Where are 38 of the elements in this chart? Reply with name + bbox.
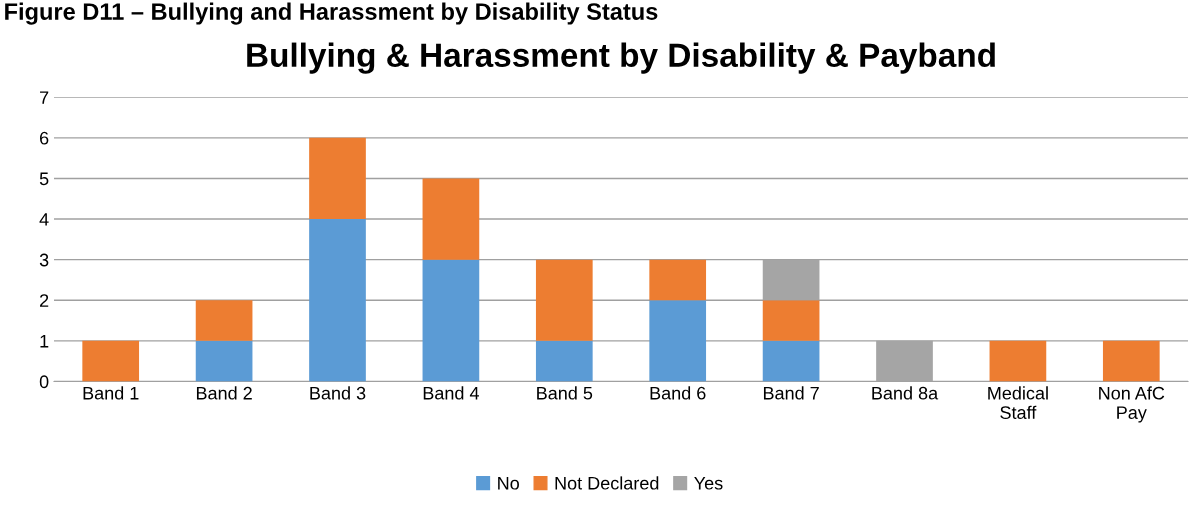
x-tick-label: Band 6 <box>650 386 706 400</box>
bar <box>82 340 140 382</box>
bar <box>309 219 366 382</box>
x-tick-label: Band 3 <box>310 386 366 400</box>
legend-label: No <box>498 477 519 490</box>
bar <box>1102 340 1160 382</box>
x-tick-label: Medical Staff <box>988 386 1048 420</box>
x-tick-label: Band 5 <box>537 386 593 400</box>
bar <box>762 340 820 382</box>
y-tick-label: 6 <box>40 131 49 145</box>
bar <box>989 340 1047 382</box>
x-tick-label: Band 2 <box>196 386 252 400</box>
y-tick-label: 4 <box>39 213 49 226</box>
bar <box>195 340 253 382</box>
y-tick-label: 7 <box>40 91 49 104</box>
x-tick-label: Band 1 <box>83 386 139 400</box>
legend-label: Not Declared <box>555 476 659 490</box>
x-tick-label: Band 4 <box>423 386 479 400</box>
y-tick-label: 5 <box>39 172 49 186</box>
bar <box>535 259 593 341</box>
bar <box>309 137 366 220</box>
bar <box>422 178 480 260</box>
legend-label: Yes <box>694 477 723 490</box>
caption: Figure D11 – Bullying and Harassment by Disability Status <box>5 2 658 25</box>
x-tick-label: Band 7 <box>763 386 819 400</box>
bar <box>535 340 593 382</box>
bar <box>649 259 707 301</box>
bar <box>422 259 480 382</box>
chart-title: Bullying & Harassment by Disability & Payband <box>247 42 995 74</box>
bar <box>762 300 820 341</box>
x-tick-label: Non AfC Pay <box>1099 386 1165 423</box>
x-tick-label: Band 8a <box>872 386 939 400</box>
y-tick-label: 3 <box>39 253 49 267</box>
y-tick-label: 0 <box>39 375 49 389</box>
bar <box>649 300 707 382</box>
y-tick-label: 1 <box>40 334 49 348</box>
y-tick-label: 2 <box>40 294 49 307</box>
bar <box>195 300 253 341</box>
